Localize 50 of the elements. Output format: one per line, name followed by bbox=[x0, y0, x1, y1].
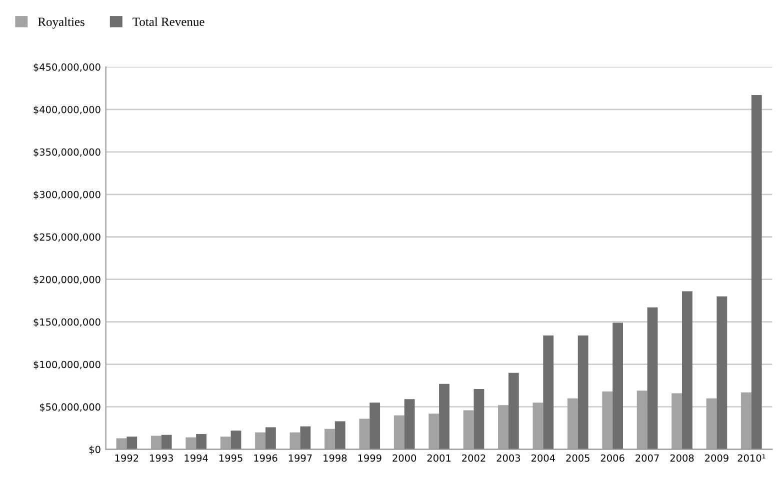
x-tick-label: 1993 bbox=[150, 454, 173, 462]
y-tick-label: $250,000,000 bbox=[34, 233, 100, 242]
legend-label: Royalties bbox=[38, 17, 84, 29]
bar bbox=[474, 388, 484, 450]
x-tick-label: 1994 bbox=[184, 454, 208, 462]
bar bbox=[543, 335, 554, 450]
bar bbox=[578, 335, 588, 450]
bar bbox=[439, 384, 450, 450]
bar bbox=[647, 307, 658, 450]
x-tick-label: 1995 bbox=[219, 454, 242, 462]
y-tick-label: $0 bbox=[89, 446, 100, 454]
x-tick-label: 2009 bbox=[705, 454, 728, 462]
bar bbox=[266, 427, 276, 450]
bar bbox=[751, 94, 762, 450]
x-tick-label: 2005 bbox=[566, 454, 590, 462]
bar bbox=[682, 291, 692, 450]
y-tick-label: $450,000,000 bbox=[34, 63, 100, 72]
y-tick-label: $150,000,000 bbox=[34, 318, 100, 327]
x-tick-label: 1999 bbox=[358, 454, 382, 462]
bar bbox=[196, 434, 206, 450]
bar bbox=[334, 421, 346, 450]
x-tick-label: 2010¹ bbox=[738, 454, 766, 462]
x-tick-label: 1997 bbox=[288, 454, 312, 462]
legend-label: Total Revenue bbox=[132, 17, 204, 26]
x-tick-label: 1996 bbox=[254, 454, 278, 462]
bar bbox=[508, 372, 519, 450]
x-tick-label: 2006 bbox=[600, 454, 624, 462]
x-tick-label: 2002 bbox=[462, 454, 486, 462]
y-tick-label: $300,000,000 bbox=[34, 190, 100, 200]
bar bbox=[161, 434, 172, 450]
y-tick-label: $350,000,000 bbox=[34, 148, 100, 158]
x-tick-label: 2008 bbox=[670, 454, 694, 462]
y-tick-label: $50,000,000 bbox=[40, 403, 100, 412]
x-tick-label: 2000 bbox=[392, 454, 416, 462]
bar bbox=[300, 426, 311, 450]
x-tick-label: 2004 bbox=[532, 454, 555, 462]
bar bbox=[404, 399, 415, 450]
x-tick-label: 2003 bbox=[496, 454, 520, 462]
bar bbox=[612, 322, 623, 450]
bar bbox=[126, 436, 138, 450]
x-tick-label: 1992 bbox=[115, 454, 138, 462]
bar bbox=[716, 296, 728, 450]
x-tick-label: 1998 bbox=[324, 454, 347, 462]
y-tick-label: $200,000,000 bbox=[34, 276, 100, 284]
x-tick-label: 2007 bbox=[636, 454, 659, 462]
x-tick-label: 2001 bbox=[427, 454, 451, 462]
bar bbox=[370, 402, 380, 450]
y-tick-label: $400,000,000 bbox=[34, 106, 100, 115]
bar bbox=[230, 430, 242, 450]
y-tick-label: $100,000,000 bbox=[34, 360, 100, 370]
